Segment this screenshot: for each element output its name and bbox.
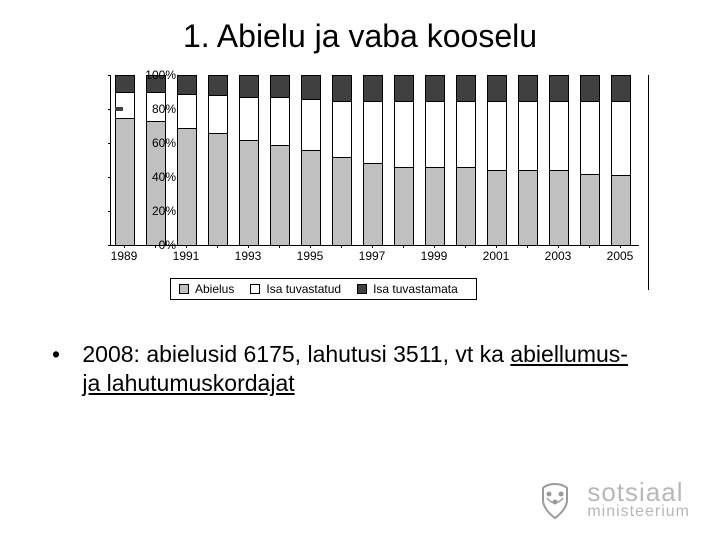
bar-segment-abielus bbox=[239, 140, 259, 245]
bar-segment-isa_tuvastatud bbox=[456, 101, 476, 167]
legend-swatch-abielus bbox=[179, 284, 189, 294]
legend-swatch-isa_tuvastatud bbox=[250, 284, 260, 294]
x-axis-label: 1989 bbox=[99, 249, 149, 263]
x-axis-label: 1991 bbox=[161, 249, 211, 263]
bar-segment-isa_tuvastamata bbox=[332, 75, 352, 101]
footer-logo: sotsiaal ministeerium bbox=[533, 478, 690, 522]
bar-1993 bbox=[239, 75, 259, 245]
bar-segment-isa_tuvastatud bbox=[332, 101, 352, 157]
x-axis-label: 2005 bbox=[595, 249, 645, 263]
bar-1995 bbox=[301, 75, 321, 245]
bar-segment-isa_tuvastamata bbox=[301, 75, 321, 99]
bar-1996 bbox=[332, 75, 352, 245]
crest-icon bbox=[533, 478, 577, 522]
bar-segment-isa_tuvastatud bbox=[301, 99, 321, 150]
bar-segment-isa_tuvastamata bbox=[580, 75, 600, 101]
bar-segment-isa_tuvastatud bbox=[239, 97, 259, 140]
bar-segment-isa_tuvastatud bbox=[518, 101, 538, 171]
bar-segment-abielus bbox=[177, 128, 197, 245]
legend-swatch-isa_tuvastamata bbox=[357, 284, 367, 294]
bullet-item: • 2008: abielusid 6175, lahutusi 3511, v… bbox=[52, 340, 652, 398]
bar-segment-abielus bbox=[580, 174, 600, 245]
bar-1994 bbox=[270, 75, 290, 245]
chart-plot-area bbox=[110, 75, 639, 246]
x-axis-label: 1995 bbox=[285, 249, 335, 263]
bar-2003 bbox=[549, 75, 569, 245]
bar-segment-isa_tuvastatud bbox=[580, 101, 600, 174]
bar-segment-isa_tuvastamata bbox=[177, 75, 197, 94]
chart-container: 0%20%40%60%80%100% 198919911993199519971… bbox=[48, 75, 649, 290]
bar-1991 bbox=[177, 75, 197, 245]
bar-segment-abielus bbox=[549, 170, 569, 245]
bar-segment-abielus bbox=[270, 145, 290, 245]
bar-segment-abielus bbox=[332, 157, 352, 245]
bar-1992 bbox=[208, 75, 228, 245]
bar-segment-isa_tuvastamata bbox=[456, 75, 476, 101]
bar-segment-isa_tuvastatud bbox=[394, 101, 414, 167]
bar-segment-isa_tuvastatud bbox=[611, 101, 631, 176]
bar-segment-isa_tuvastamata bbox=[270, 75, 290, 97]
bar-segment-abielus bbox=[208, 133, 228, 245]
bar-2001 bbox=[487, 75, 507, 245]
bar-segment-isa_tuvastamata bbox=[363, 75, 383, 101]
bar-segment-isa_tuvastamata bbox=[425, 75, 445, 101]
bar-segment-abielus bbox=[518, 170, 538, 245]
bar-2002 bbox=[518, 75, 538, 245]
bar-segment-abielus bbox=[425, 167, 445, 245]
y-axis-label: 100% bbox=[121, 69, 176, 81]
y-axis-label: 80% bbox=[121, 103, 176, 115]
legend-label-isa_tuvastamata: Isa tuvastamata bbox=[373, 282, 458, 296]
x-axis-label: 2001 bbox=[471, 249, 521, 263]
bar-2004 bbox=[580, 75, 600, 245]
bar-segment-isa_tuvastatud bbox=[487, 101, 507, 171]
bar-segment-isa_tuvastamata bbox=[611, 75, 631, 101]
bar-1999 bbox=[425, 75, 445, 245]
y-axis-label: 60% bbox=[121, 137, 176, 149]
bar-1990 bbox=[146, 75, 166, 245]
bar-2000 bbox=[456, 75, 476, 245]
bar-1997 bbox=[363, 75, 383, 245]
bar-segment-abielus bbox=[394, 167, 414, 245]
bar-segment-isa_tuvastamata bbox=[518, 75, 538, 101]
chart-legend: Abielus Isa tuvastatud Isa tuvastamata bbox=[170, 278, 477, 300]
x-axis-label: 1993 bbox=[223, 249, 273, 263]
bullet-marker: • bbox=[52, 340, 76, 369]
bar-segment-abielus bbox=[301, 150, 321, 245]
footer-brand-bottom: ministeerium bbox=[587, 505, 690, 519]
bar-segment-isa_tuvastatud bbox=[549, 101, 569, 171]
bar-segment-isa_tuvastatud bbox=[425, 101, 445, 167]
bar-segment-isa_tuvastamata bbox=[208, 75, 228, 95]
bar-segment-isa_tuvastatud bbox=[363, 101, 383, 164]
bar-1989 bbox=[115, 75, 135, 245]
bar-segment-abielus bbox=[363, 163, 383, 245]
bar-2005 bbox=[611, 75, 631, 245]
bar-segment-abielus bbox=[611, 175, 631, 245]
bar-1998 bbox=[394, 75, 414, 245]
bar-segment-isa_tuvastamata bbox=[487, 75, 507, 101]
bar-segment-isa_tuvastamata bbox=[394, 75, 414, 101]
bar-segment-abielus bbox=[487, 170, 507, 245]
x-axis-label: 1999 bbox=[409, 249, 459, 263]
legend-label-abielus: Abielus bbox=[195, 282, 234, 296]
slide-title: 1. Abielu ja vaba kooselu bbox=[0, 18, 720, 55]
bullet-text: 2008: abielusid 6175, lahutusi 3511, vt … bbox=[82, 341, 510, 367]
bar-segment-isa_tuvastatud bbox=[208, 95, 228, 132]
x-axis-label: 2003 bbox=[533, 249, 583, 263]
y-axis-label: 20% bbox=[121, 205, 176, 217]
bar-segment-isa_tuvastamata bbox=[549, 75, 569, 101]
x-axis-label: 1997 bbox=[347, 249, 397, 263]
bar-segment-isa_tuvastamata bbox=[239, 75, 259, 97]
bar-segment-abielus bbox=[456, 167, 476, 245]
bar-segment-isa_tuvastatud bbox=[270, 97, 290, 145]
legend-label-isa_tuvastatud: Isa tuvastatud bbox=[266, 282, 341, 296]
y-axis-label: 40% bbox=[121, 171, 176, 183]
bar-segment-isa_tuvastatud bbox=[177, 94, 197, 128]
